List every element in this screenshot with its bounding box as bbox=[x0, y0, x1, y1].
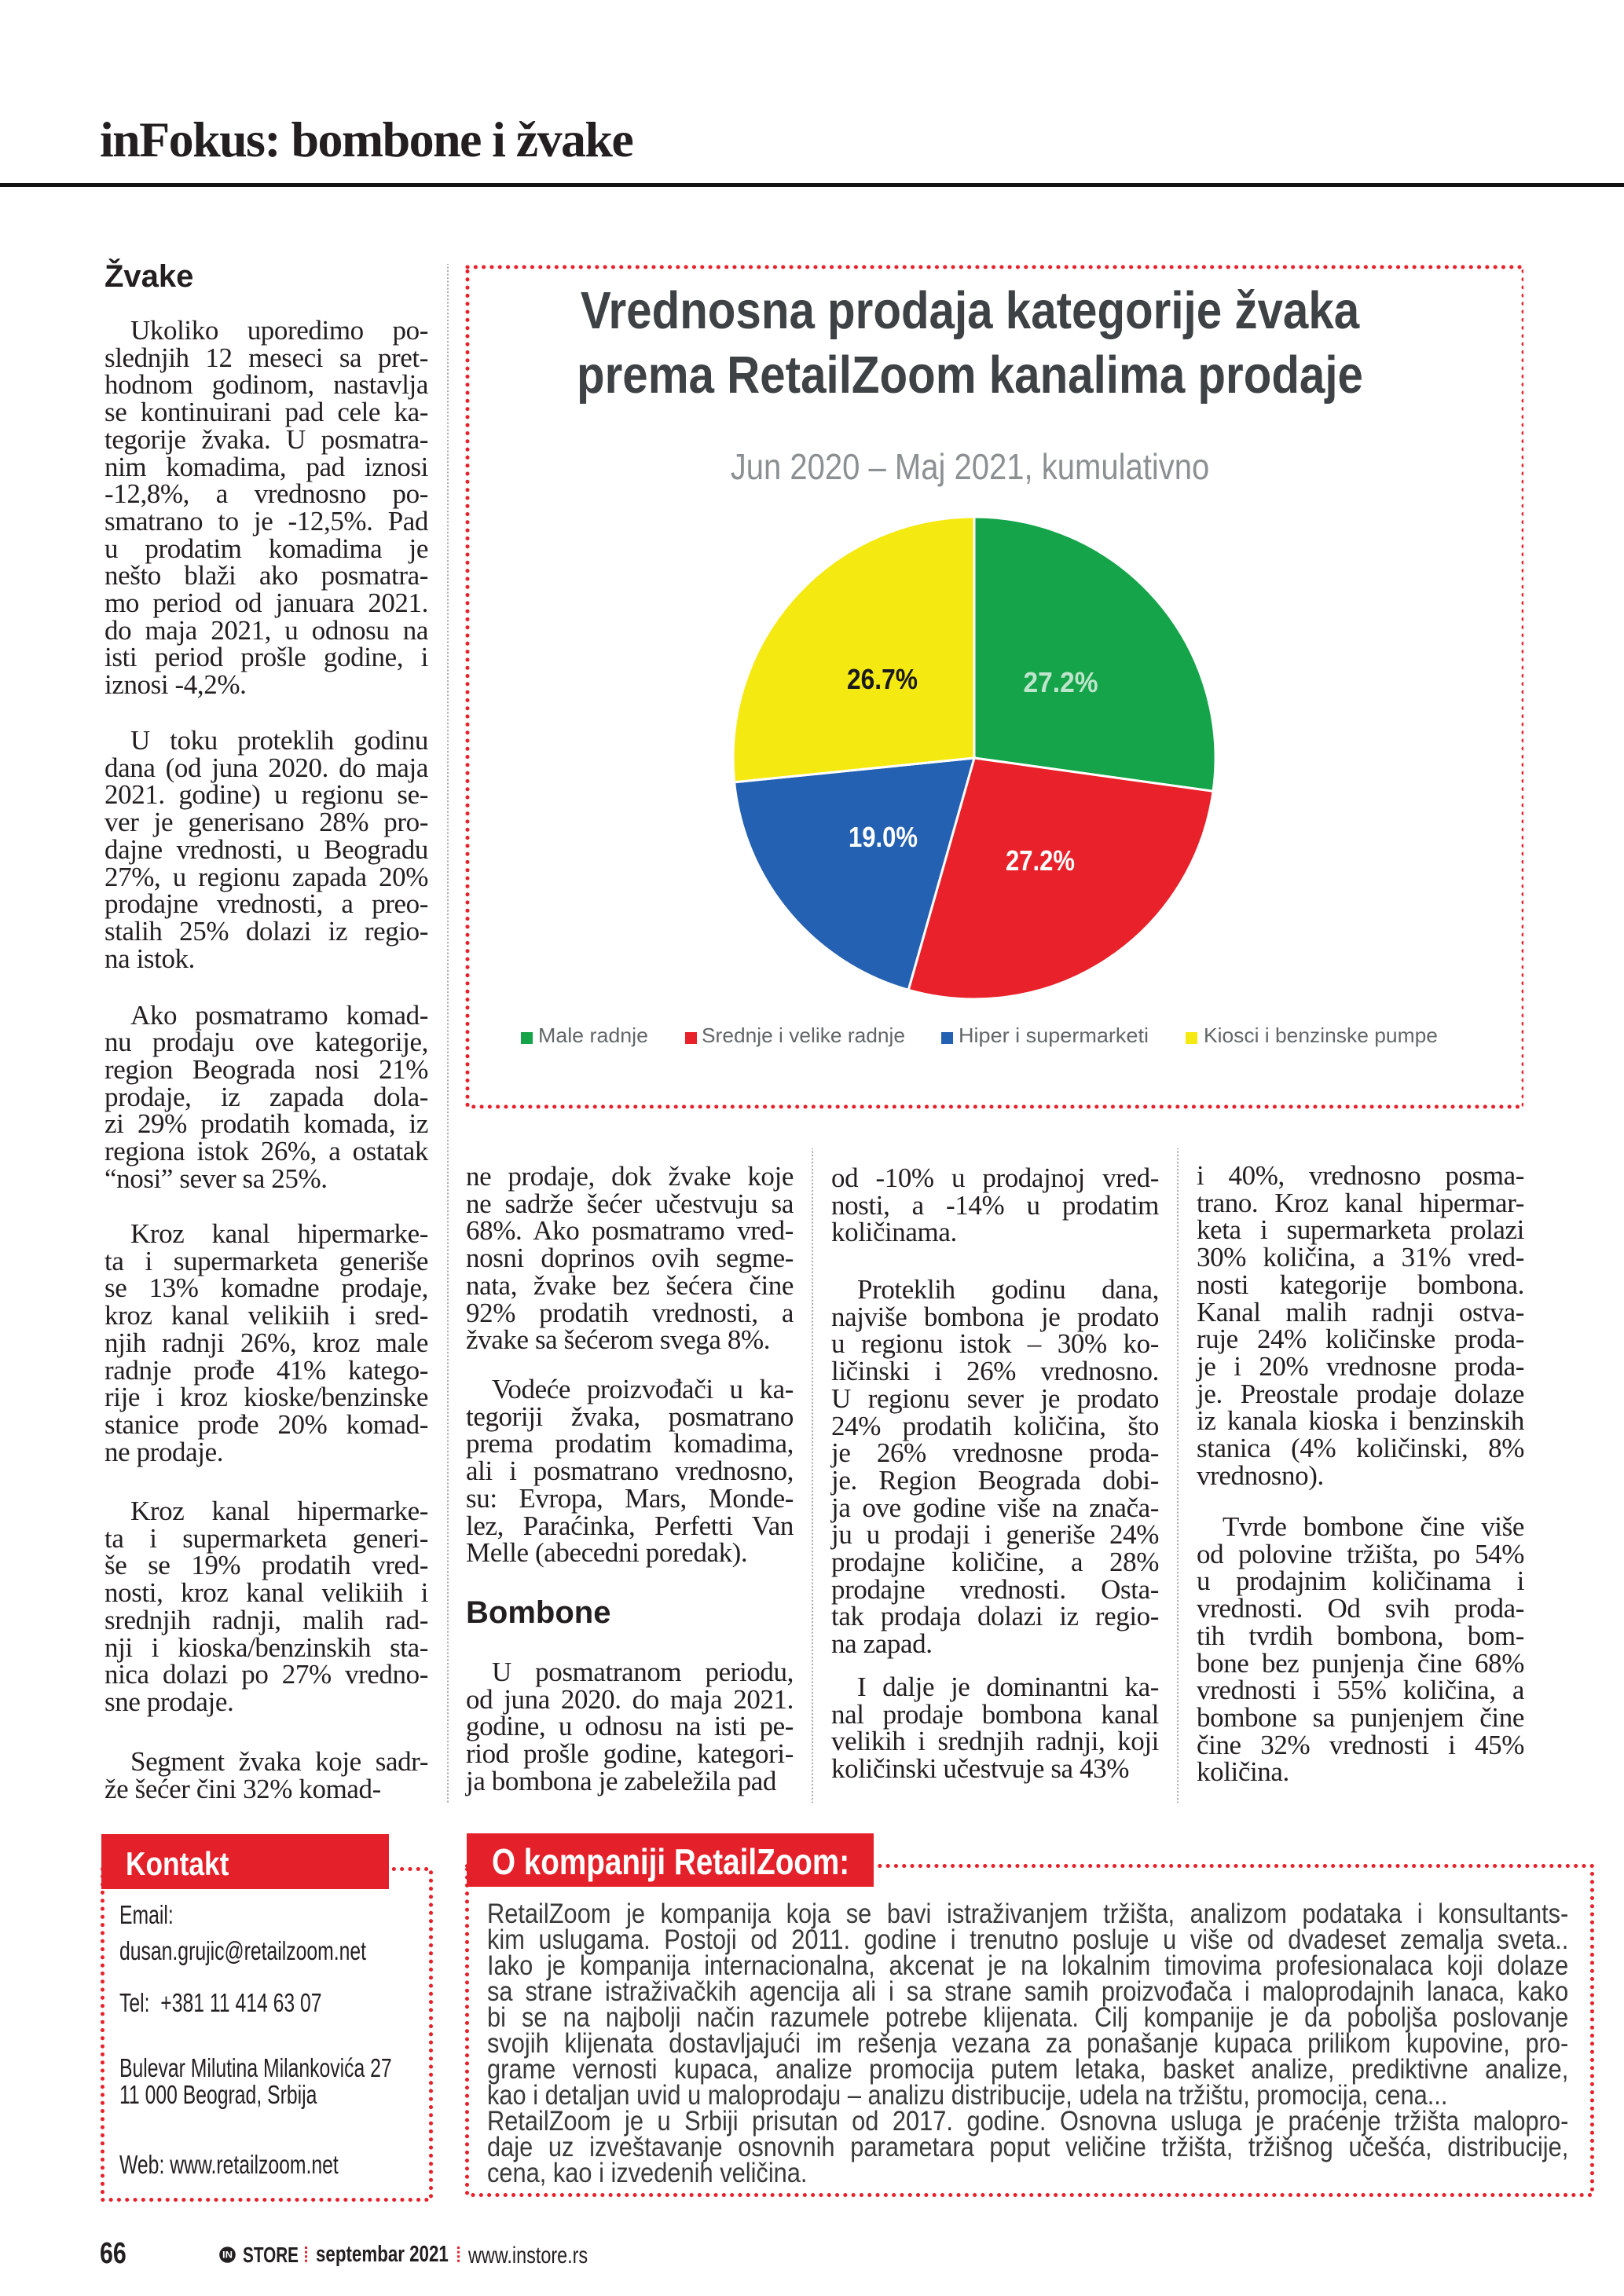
svg-text:26.7%: 26.7% bbox=[847, 663, 918, 695]
svg-text:27.2%: 27.2% bbox=[1006, 844, 1075, 877]
svg-text:Male radnje: Male radnje bbox=[538, 1023, 648, 1047]
svg-text:IN: IN bbox=[222, 2251, 233, 2261]
svg-text:Kiosci i benzinske pumpe: Kiosci i benzinske pumpe bbox=[1204, 1023, 1438, 1047]
svg-text:Hiper i supermarketi: Hiper i supermarketi bbox=[959, 1023, 1149, 1047]
svg-text:19.0%: 19.0% bbox=[849, 821, 918, 853]
svg-text:27.2%: 27.2% bbox=[1024, 666, 1098, 698]
svg-text:Srednje i velike radnje: Srednje i velike radnje bbox=[702, 1023, 905, 1047]
